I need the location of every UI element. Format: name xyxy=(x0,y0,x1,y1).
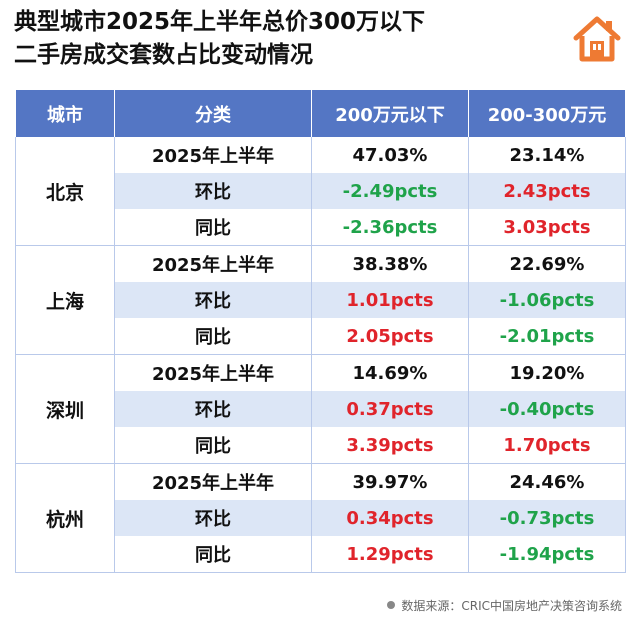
value-cell: 3.39pcts xyxy=(311,427,469,464)
table-row: 上海 2025年上半年 38.38% 22.69% xyxy=(15,245,626,355)
category-cell: 2025年上半年 xyxy=(114,245,312,282)
value-cell: 24.46% xyxy=(468,463,626,500)
category-cell: 2025年上半年 xyxy=(114,463,312,500)
table-row: 同比 2.05pcts -2.01pcts xyxy=(16,318,626,355)
table-row: 环比 -2.49pcts 2.43pcts xyxy=(16,173,626,209)
table-row: 环比 0.34pcts -0.73pcts xyxy=(16,500,626,536)
table-row: 环比 0.37pcts -0.40pcts xyxy=(16,391,626,427)
value-cell: -2.01pcts xyxy=(468,318,626,355)
city-cell: 杭州 xyxy=(15,463,115,573)
header-under-200w: 200万元以下 xyxy=(311,90,469,137)
value-cell: 1.01pcts xyxy=(311,282,469,318)
table-row: 深圳 2025年上半年 14.69% 19.20% xyxy=(15,354,626,464)
value-cell: -2.49pcts xyxy=(311,173,469,209)
value-cell: 19.20% xyxy=(468,354,626,391)
value-cell: -0.73pcts xyxy=(468,500,626,536)
category-cell: 环比 xyxy=(114,500,312,536)
table-header-row: 城市 分类 200万元以下 200-300万元 xyxy=(15,90,626,137)
value-cell: 1.70pcts xyxy=(468,427,626,464)
value-cell: -0.40pcts xyxy=(468,391,626,427)
city-cell: 北京 xyxy=(15,137,115,246)
category-cell: 2025年上半年 xyxy=(114,137,312,173)
category-cell: 同比 xyxy=(114,536,312,573)
header-200-300w: 200-300万元 xyxy=(468,90,626,137)
category-cell: 同比 xyxy=(114,318,312,355)
title-line-2: 二手房成交套数占比变动情况 xyxy=(14,42,313,68)
title-line-1: 典型城市2025年上半年总价300万以下 xyxy=(14,9,426,35)
value-cell: 14.69% xyxy=(311,354,469,391)
value-cell: 3.03pcts xyxy=(468,209,626,246)
category-cell: 同比 xyxy=(114,209,312,246)
table-row: 环比 1.01pcts -1.06pcts xyxy=(16,282,626,318)
city-cell: 上海 xyxy=(15,245,115,355)
value-cell: 38.38% xyxy=(311,245,469,282)
value-cell: -2.36pcts xyxy=(311,209,469,246)
value-cell: 0.34pcts xyxy=(311,500,469,536)
value-cell: 22.69% xyxy=(468,245,626,282)
bullet-dot-icon xyxy=(387,601,396,609)
category-cell: 环比 xyxy=(114,173,312,209)
page-title: 典型城市2025年上半年总价300万以下 二手房成交套数占比变动情况 xyxy=(14,6,554,72)
category-cell: 环比 xyxy=(114,391,312,427)
value-cell: 1.29pcts xyxy=(311,536,469,573)
data-table: 城市 分类 200万元以下 200-300万元 北京 2025年上半年 47.0… xyxy=(15,90,626,573)
value-cell: 2.05pcts xyxy=(311,318,469,355)
value-cell: -1.06pcts xyxy=(468,282,626,318)
value-cell: 47.03% xyxy=(311,137,469,173)
table-row: 同比 -2.36pcts 3.03pcts xyxy=(16,209,626,246)
value-cell: 0.37pcts xyxy=(311,391,469,427)
category-cell: 2025年上半年 xyxy=(114,354,312,391)
house-icon xyxy=(573,16,621,62)
data-source-note: 数据来源：CRIC中国房地产决策咨询系统 xyxy=(387,597,622,614)
source-text: 数据来源：CRIC中国房地产决策咨询系统 xyxy=(401,599,622,613)
header-city: 城市 xyxy=(15,90,115,137)
table-row: 同比 1.29pcts -1.94pcts xyxy=(16,536,626,573)
category-cell: 同比 xyxy=(114,427,312,464)
category-cell: 环比 xyxy=(114,282,312,318)
value-cell: 39.97% xyxy=(311,463,469,500)
value-cell: -1.94pcts xyxy=(468,536,626,573)
city-cell: 深圳 xyxy=(15,354,115,464)
table-row: 杭州 2025年上半年 39.97% 24.46% xyxy=(15,463,626,573)
value-cell: 23.14% xyxy=(468,137,626,173)
header-category: 分类 xyxy=(114,90,312,137)
value-cell: 2.43pcts xyxy=(468,173,626,209)
table-row: 同比 3.39pcts 1.70pcts xyxy=(16,427,626,464)
table-row: 北京 2025年上半年 47.03% 23.14% xyxy=(15,137,626,246)
